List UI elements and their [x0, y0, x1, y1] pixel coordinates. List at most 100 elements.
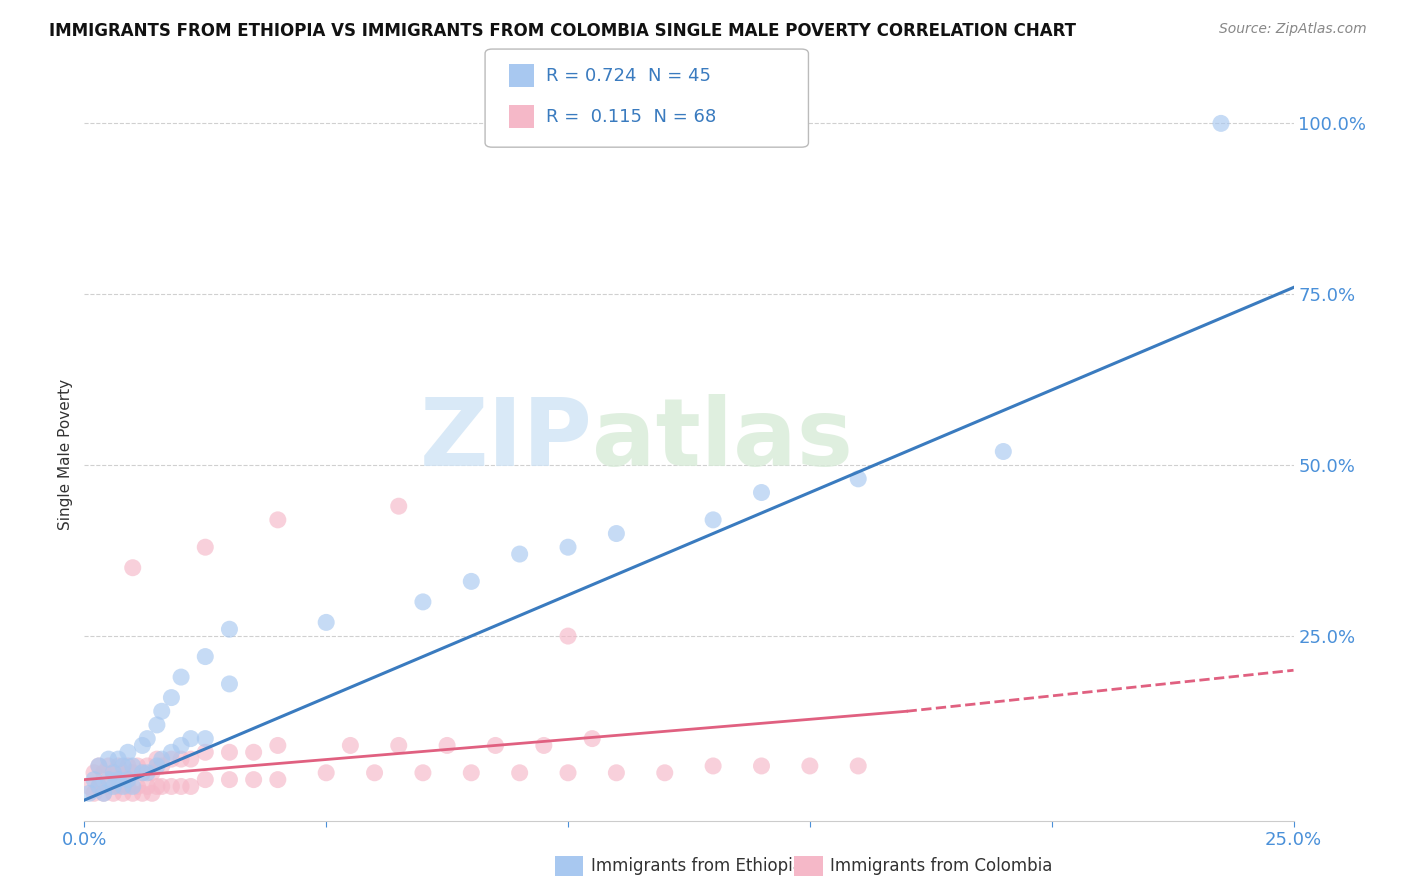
- Point: [160, 745, 183, 759]
- Point: [242, 772, 264, 787]
- Point: [170, 780, 193, 794]
- Point: [87, 759, 110, 773]
- Point: [141, 786, 163, 800]
- Point: [218, 622, 240, 636]
- Point: [77, 780, 100, 794]
- Point: [97, 772, 120, 787]
- Point: [146, 759, 169, 773]
- Point: [242, 745, 264, 759]
- Point: [605, 526, 627, 541]
- Point: [363, 765, 385, 780]
- Point: [97, 759, 120, 773]
- Point: [654, 765, 676, 780]
- Point: [117, 745, 139, 759]
- Point: [136, 780, 159, 794]
- Point: [702, 759, 724, 773]
- Point: [103, 765, 125, 780]
- Point: [112, 759, 135, 773]
- Point: [150, 752, 173, 766]
- Point: [107, 759, 129, 773]
- Point: [97, 752, 120, 766]
- Point: [1209, 116, 1232, 130]
- Point: [533, 739, 555, 753]
- Point: [131, 765, 153, 780]
- Point: [93, 765, 115, 780]
- Point: [87, 780, 110, 794]
- Point: [103, 780, 125, 794]
- Point: [218, 745, 240, 759]
- Point: [112, 765, 135, 780]
- Point: [460, 574, 482, 589]
- Point: [751, 485, 773, 500]
- Point: [127, 759, 149, 773]
- Point: [194, 540, 217, 554]
- Point: [97, 780, 120, 794]
- Point: [799, 759, 821, 773]
- Point: [121, 765, 143, 780]
- Point: [218, 772, 240, 787]
- Point: [180, 780, 202, 794]
- Point: [103, 765, 125, 780]
- Point: [136, 759, 159, 773]
- Point: [141, 765, 163, 780]
- Point: [121, 786, 143, 800]
- Point: [93, 786, 115, 800]
- Point: [170, 739, 193, 753]
- Point: [160, 690, 183, 705]
- Text: R = 0.724  N = 45: R = 0.724 N = 45: [546, 67, 710, 85]
- Point: [509, 547, 531, 561]
- Point: [146, 780, 169, 794]
- Point: [557, 540, 579, 554]
- Point: [194, 772, 217, 787]
- Point: [160, 752, 183, 766]
- Point: [121, 780, 143, 794]
- Point: [581, 731, 603, 746]
- Point: [87, 780, 110, 794]
- Point: [117, 780, 139, 794]
- Point: [194, 745, 217, 759]
- Point: [170, 670, 193, 684]
- Point: [112, 780, 135, 794]
- Point: [131, 739, 153, 753]
- Point: [702, 513, 724, 527]
- Point: [146, 718, 169, 732]
- Point: [107, 752, 129, 766]
- Point: [131, 765, 153, 780]
- Point: [267, 513, 290, 527]
- Text: Immigrants from Colombia: Immigrants from Colombia: [830, 857, 1052, 875]
- Text: ZIP: ZIP: [419, 394, 592, 486]
- Point: [605, 765, 627, 780]
- Point: [112, 786, 135, 800]
- Text: atlas: atlas: [592, 394, 853, 486]
- Point: [150, 780, 173, 794]
- Point: [846, 759, 869, 773]
- Point: [339, 739, 361, 753]
- Point: [107, 772, 129, 787]
- Point: [150, 759, 173, 773]
- Point: [412, 765, 434, 780]
- Point: [412, 595, 434, 609]
- Text: Source: ZipAtlas.com: Source: ZipAtlas.com: [1219, 22, 1367, 37]
- Text: IMMIGRANTS FROM ETHIOPIA VS IMMIGRANTS FROM COLOMBIA SINGLE MALE POVERTY CORRELA: IMMIGRANTS FROM ETHIOPIA VS IMMIGRANTS F…: [49, 22, 1076, 40]
- Point: [218, 677, 240, 691]
- Point: [180, 752, 202, 766]
- Point: [103, 786, 125, 800]
- Point: [93, 786, 115, 800]
- Point: [160, 780, 183, 794]
- Point: [267, 772, 290, 787]
- Point: [170, 752, 193, 766]
- Point: [136, 765, 159, 780]
- Point: [180, 731, 202, 746]
- Point: [557, 629, 579, 643]
- Point: [557, 765, 579, 780]
- Point: [77, 786, 100, 800]
- Point: [388, 739, 411, 753]
- Point: [131, 786, 153, 800]
- Point: [83, 772, 105, 787]
- Point: [194, 649, 217, 664]
- Point: [484, 739, 506, 753]
- Point: [127, 780, 149, 794]
- Point: [509, 765, 531, 780]
- Point: [751, 759, 773, 773]
- Point: [388, 499, 411, 513]
